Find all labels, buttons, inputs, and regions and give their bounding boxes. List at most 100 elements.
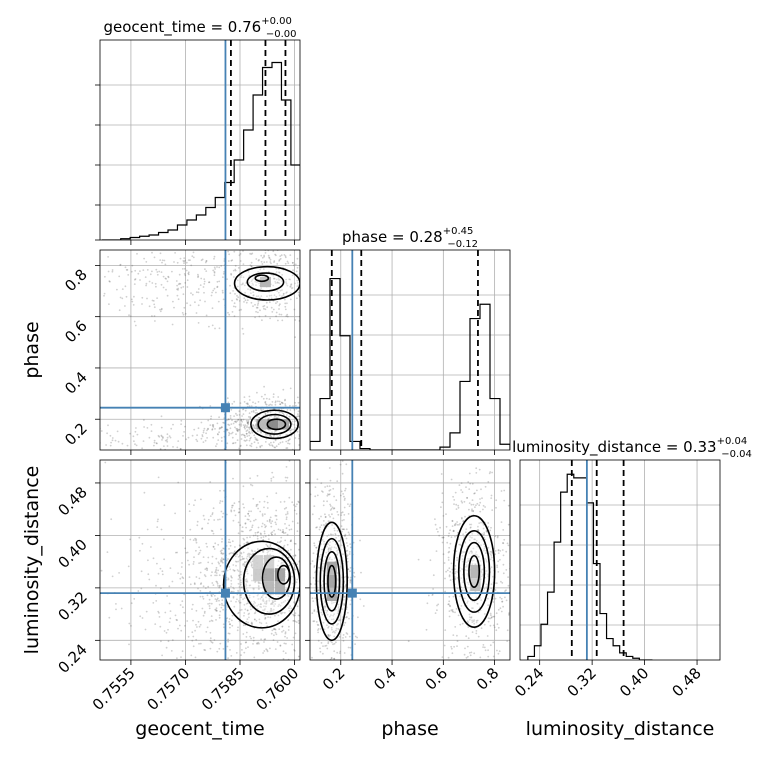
sample-point — [243, 543, 246, 545]
sample-point — [140, 570, 143, 573]
sample-point — [301, 690, 303, 692]
sample-point — [220, 560, 222, 563]
sample-point — [237, 578, 240, 581]
sample-point — [505, 569, 508, 571]
sample-point — [285, 516, 288, 519]
sample-point — [277, 319, 279, 322]
sample-point — [196, 524, 199, 527]
sample-point — [157, 518, 159, 521]
sample-point — [234, 420, 237, 423]
sample-point — [282, 530, 285, 533]
sample-point — [252, 603, 255, 605]
sample-point — [464, 647, 466, 650]
sample-point — [231, 624, 234, 627]
panel-title-luminosity_distance: luminosity_distance = 0.33+0.04 −0.04 — [512, 436, 752, 460]
sample-point — [462, 520, 465, 522]
contour-level-2 — [266, 418, 287, 431]
sample-point — [168, 621, 171, 623]
sample-point — [323, 540, 325, 543]
sample-point — [256, 412, 258, 414]
sample-point — [336, 553, 338, 556]
sample-point — [305, 616, 307, 618]
sample-point — [292, 262, 294, 264]
sample-point — [282, 529, 284, 531]
sample-point — [490, 566, 493, 569]
sample-point — [252, 423, 254, 426]
sample-point — [464, 515, 466, 518]
sample-point — [482, 508, 484, 511]
sample-point — [228, 618, 231, 620]
sample-point — [50, 444, 52, 446]
y-tick-label-luminosity_distance: 0.24 — [54, 640, 90, 676]
sample-point — [327, 547, 330, 550]
histogram-geocent_time-bg — [100, 40, 300, 240]
sample-point — [240, 418, 243, 421]
sample-point — [227, 452, 229, 454]
sample-point — [328, 493, 331, 495]
sample-point — [179, 448, 182, 450]
sample-point — [161, 570, 164, 573]
sample-point — [340, 514, 343, 516]
sample-point — [467, 655, 469, 658]
sample-point — [209, 405, 212, 407]
sample-point — [469, 550, 472, 553]
sample-point — [317, 639, 320, 642]
sample-point — [279, 548, 281, 550]
sample-point — [455, 508, 458, 510]
sample-point — [185, 438, 188, 441]
sample-point — [166, 440, 169, 443]
sample-point — [241, 415, 244, 417]
sample-point — [478, 522, 481, 524]
x-tick-label-luminosity_distance: 0.24 — [511, 664, 547, 700]
sample-point — [263, 650, 266, 652]
sample-point — [324, 605, 326, 607]
sample-point — [311, 597, 314, 600]
sample-point — [254, 534, 257, 537]
sample-point — [141, 303, 143, 305]
y-tick-label-luminosity_distance: 0.32 — [54, 588, 90, 624]
sample-point — [255, 295, 258, 298]
sample-point — [337, 540, 340, 542]
sample-point — [145, 261, 148, 263]
sample-point — [340, 512, 343, 514]
sample-point — [304, 581, 306, 583]
sample-point — [263, 385, 265, 388]
sample-point — [491, 664, 493, 666]
sample-point — [274, 603, 277, 605]
sample-point — [204, 575, 207, 578]
sample-point — [271, 445, 274, 447]
sample-point — [290, 539, 292, 542]
sample-point — [261, 514, 264, 517]
sample-point — [290, 540, 292, 542]
sample-point — [454, 578, 457, 581]
sample-point — [467, 637, 470, 640]
sample-point — [284, 632, 287, 635]
sample-point — [206, 594, 209, 597]
sample-point — [289, 431, 292, 434]
sample-point — [250, 553, 253, 556]
sample-point — [480, 627, 483, 630]
sample-point — [512, 597, 514, 599]
sample-point — [250, 436, 252, 439]
sample-point — [478, 468, 481, 471]
sample-point — [197, 620, 200, 623]
sample-point — [505, 589, 507, 592]
sample-point — [331, 506, 334, 509]
sample-point — [296, 578, 299, 581]
sample-point — [250, 608, 252, 611]
sample-point — [254, 581, 256, 584]
sample-point — [275, 302, 277, 305]
sample-point — [335, 629, 337, 632]
sample-point — [331, 631, 334, 634]
sample-point — [216, 286, 219, 288]
sample-point — [229, 417, 232, 419]
sample-point — [127, 274, 130, 276]
sample-point — [460, 482, 463, 484]
sample-point — [229, 623, 232, 626]
sample-point — [271, 602, 273, 604]
sample-point — [332, 507, 335, 510]
sample-point — [280, 612, 282, 614]
sample-point — [263, 254, 265, 257]
sample-point — [326, 609, 329, 612]
sample-point — [245, 583, 248, 586]
